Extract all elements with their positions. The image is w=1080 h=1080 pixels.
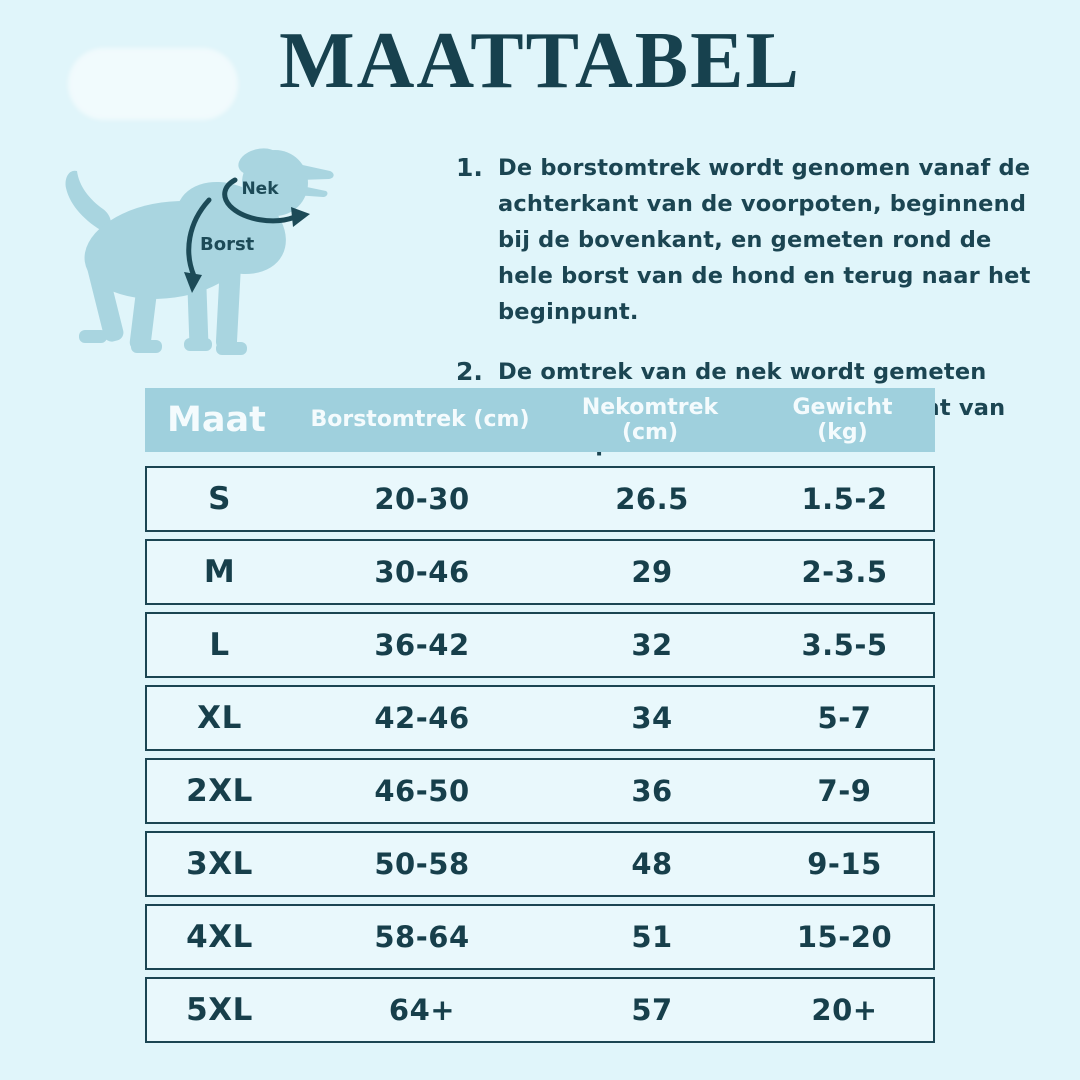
cell-borstomtrek: 58-64	[374, 920, 470, 954]
cell-gewicht: 2-3.5	[801, 555, 888, 589]
table-row: S 20-30 26.5 1.5-2	[145, 466, 935, 532]
cell-borstomtrek: 30-46	[374, 555, 470, 589]
header-nekomtrek: Nekomtrek (cm)	[581, 394, 719, 445]
cell-gewicht: 9-15	[807, 847, 882, 881]
dog-measurement-diagram: Nek Borst	[38, 128, 388, 378]
cell-maat: 4XL	[186, 919, 253, 955]
instruction-item-1: 1. De borstomtrek wordt genomen vanaf de…	[456, 150, 1031, 330]
instruction-number: 2.	[456, 357, 483, 386]
table-row: 4XL 58-64 51 15-20	[145, 904, 935, 970]
chest-arrowhead-icon	[184, 272, 202, 293]
cell-borstomtrek: 64+	[388, 993, 456, 1027]
size-table: Maat Borstomtrek (cm) Nekomtrek (cm) Gew…	[145, 388, 935, 1050]
cell-maat: XL	[197, 700, 242, 736]
cell-gewicht: 20+	[811, 993, 878, 1027]
neck-arrowhead-icon	[291, 207, 310, 227]
cell-maat: M	[203, 554, 236, 590]
cell-nekomtrek: 51	[631, 920, 673, 954]
table-row: 3XL 50-58 48 9-15	[145, 831, 935, 897]
cell-nekomtrek: 57	[631, 993, 673, 1027]
cell-nekomtrek: 36	[631, 774, 673, 808]
cell-borstomtrek: 42-46	[374, 701, 470, 735]
dog-silhouette-icon: Nek Borst	[65, 148, 334, 355]
cell-nekomtrek: 34	[631, 701, 673, 735]
neck-label: Nek	[241, 179, 279, 199]
cell-maat: S	[208, 481, 231, 517]
cell-borstomtrek: 20-30	[374, 482, 470, 516]
cell-borstomtrek: 36-42	[374, 628, 470, 662]
instruction-text: De borstomtrek wordt genomen vanaf de ac…	[498, 155, 1031, 325]
cell-maat: L	[209, 627, 230, 663]
header-gewicht-label: Gewicht (kg)	[792, 394, 893, 445]
cell-maat: 5XL	[186, 992, 253, 1028]
cell-nekomtrek: 29	[631, 555, 673, 589]
table-row: 5XL 64+ 57 20+	[145, 977, 935, 1043]
table-row: 2XL 46-50 36 7-9	[145, 758, 935, 824]
cell-nekomtrek: 48	[631, 847, 673, 881]
header-maat: Maat	[167, 399, 266, 440]
cell-gewicht: 5-7	[817, 701, 872, 735]
header-gewicht: Gewicht (kg)	[750, 395, 935, 446]
table-header-row: Maat Borstomtrek (cm) Nekomtrek (cm) Gew…	[145, 388, 935, 452]
page-title: MAATTABEL	[279, 17, 801, 105]
header-borstomtrek: Borstomtrek (cm)	[310, 407, 530, 433]
cell-maat: 3XL	[186, 846, 253, 882]
table-row: XL 42-46 34 5-7	[145, 685, 935, 751]
cell-maat: 2XL	[186, 773, 253, 809]
neck-measure-arrow-icon	[222, 177, 298, 224]
cell-borstomtrek: 50-58	[374, 847, 470, 881]
watermark-blob	[68, 48, 238, 120]
cell-nekomtrek: 26.5	[615, 482, 689, 516]
chest-label: Borst	[200, 234, 255, 255]
cell-gewicht: 1.5-2	[801, 482, 888, 516]
cell-borstomtrek: 46-50	[374, 774, 470, 808]
chest-measure-arrow-icon	[186, 197, 212, 279]
cell-gewicht: 7-9	[817, 774, 872, 808]
table-row: L 36-42 32 3.5-5	[145, 612, 935, 678]
cell-gewicht: 3.5-5	[801, 628, 888, 662]
table-row: M 30-46 29 2-3.5	[145, 539, 935, 605]
table-body: S 20-30 26.5 1.5-2 M 30-46 29 2-3.5 L 36…	[145, 466, 935, 1043]
cell-gewicht: 15-20	[796, 920, 893, 954]
cell-nekomtrek: 32	[631, 628, 673, 662]
instruction-number: 1.	[456, 153, 483, 182]
